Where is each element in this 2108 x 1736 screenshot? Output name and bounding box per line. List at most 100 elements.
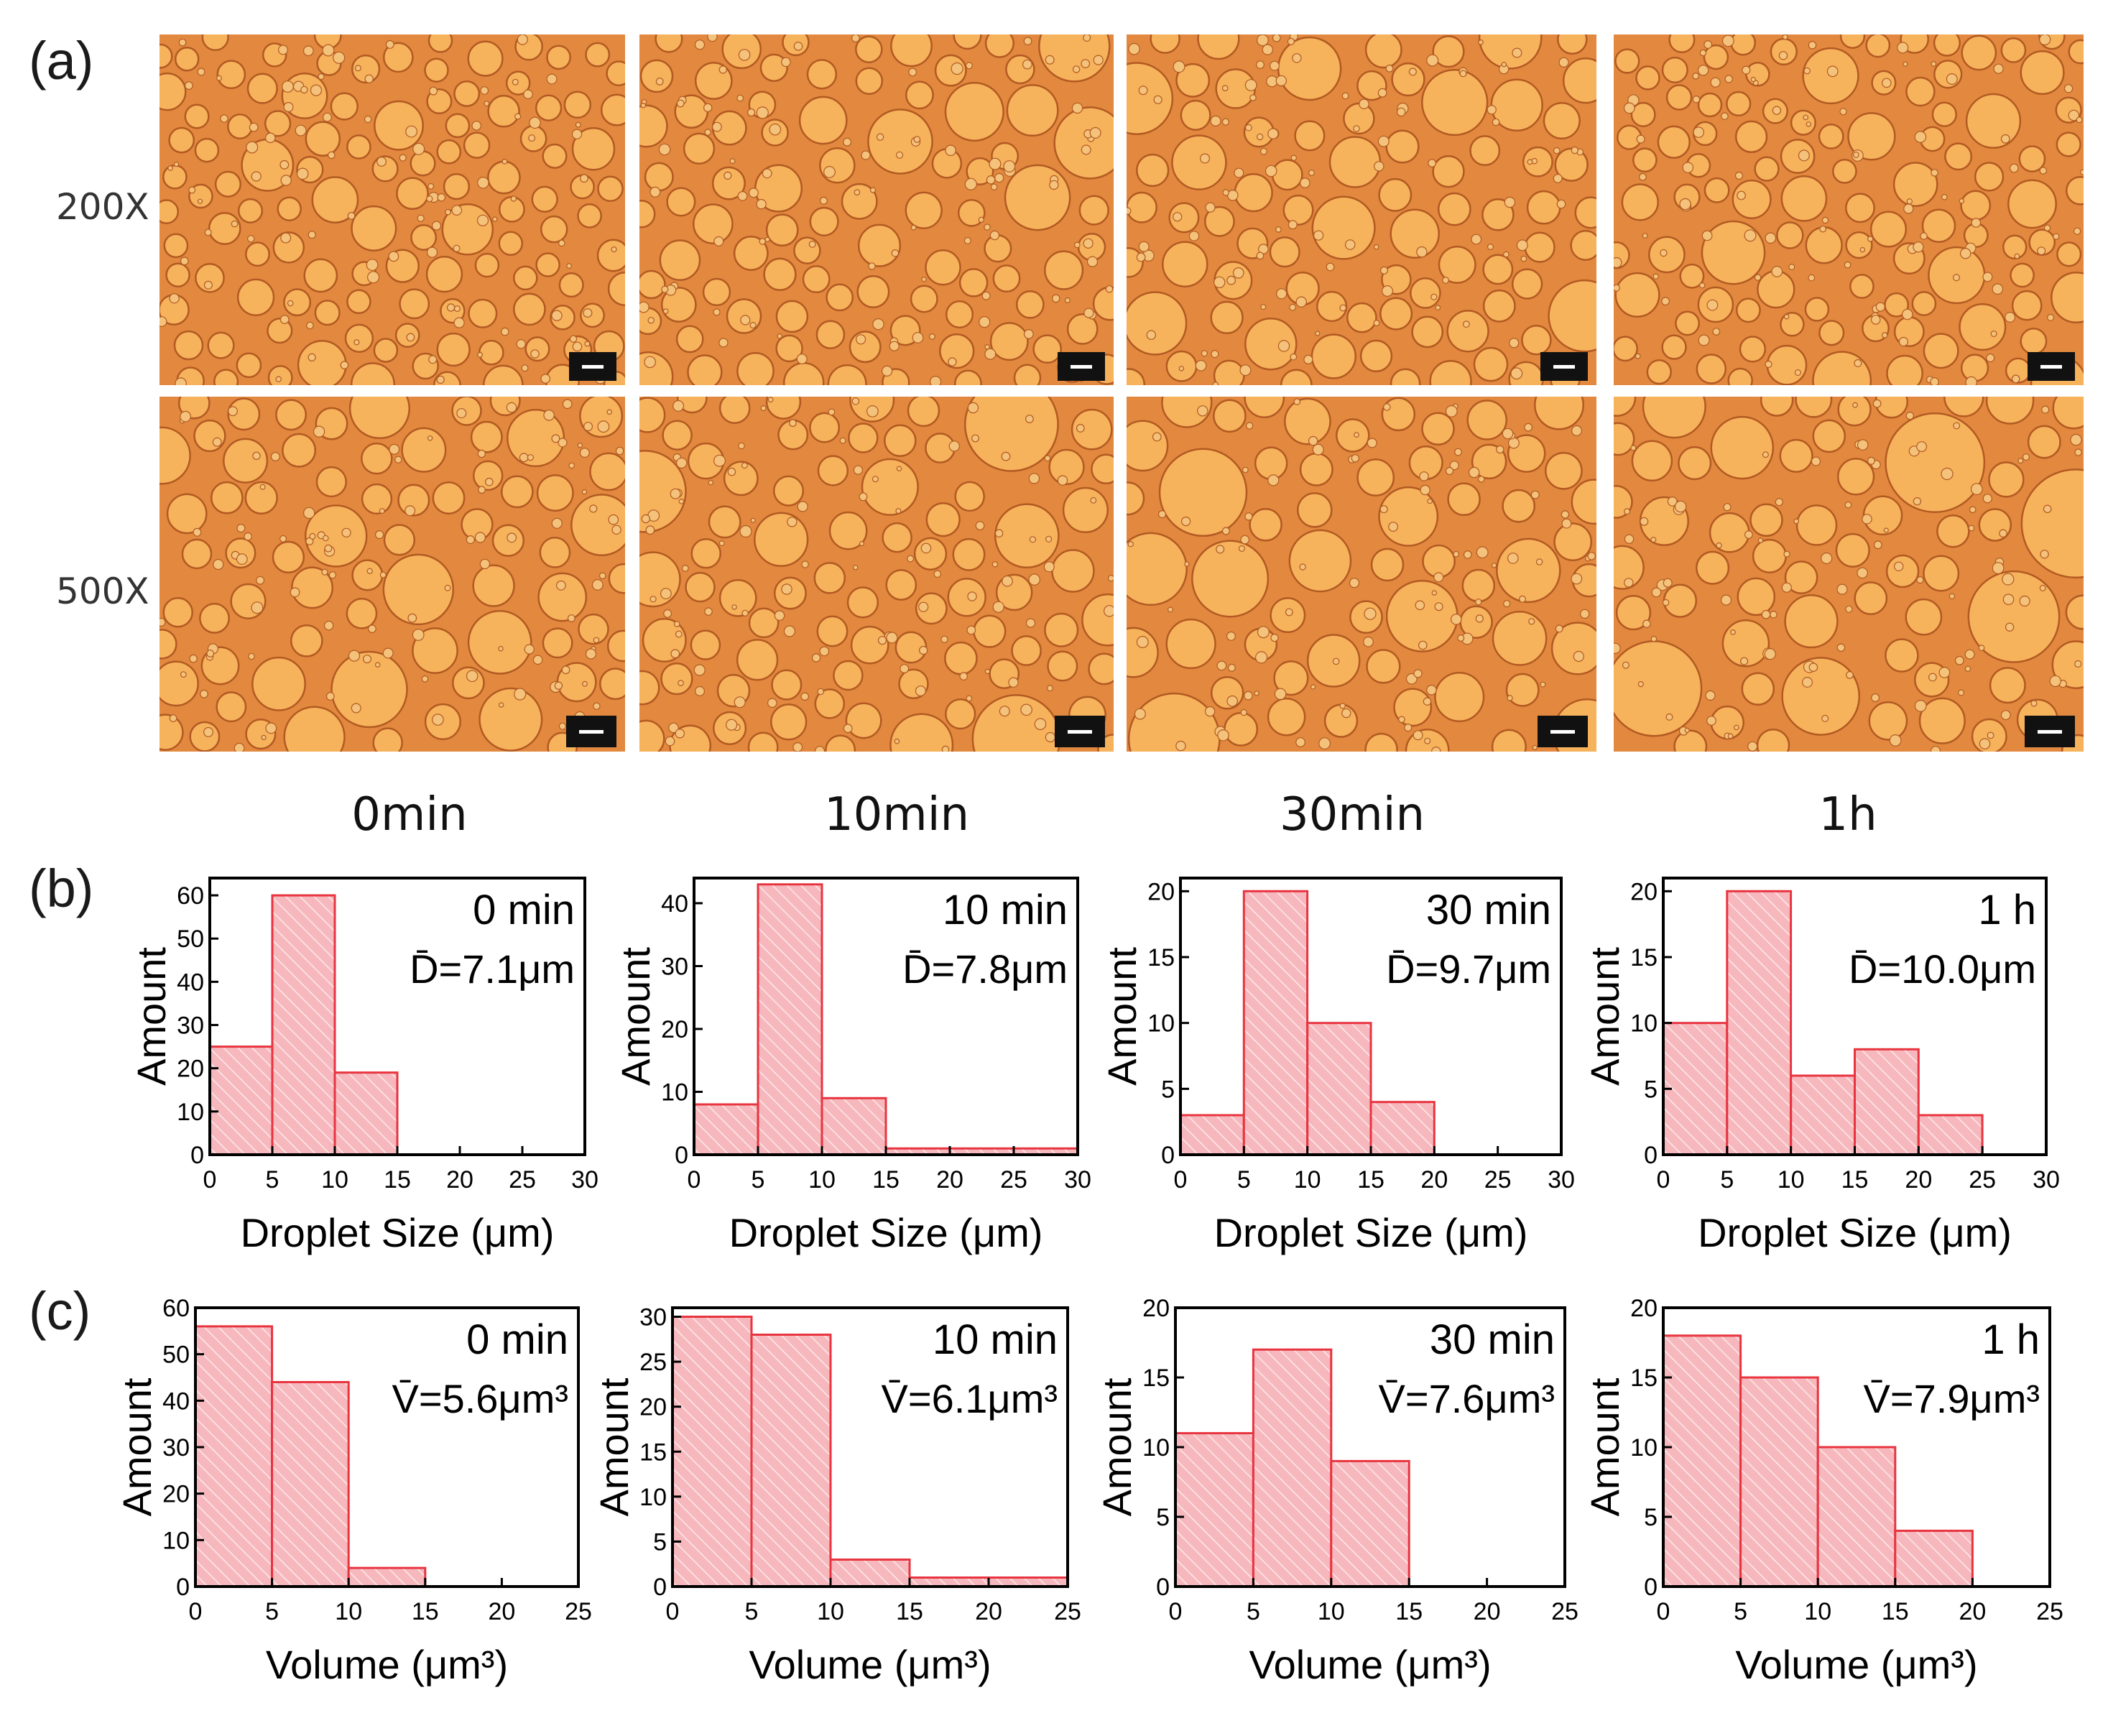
small-droplet	[2043, 224, 2051, 231]
small-droplet	[180, 257, 189, 266]
small-droplet	[300, 86, 308, 94]
droplet	[957, 198, 986, 227]
histogram-bar	[1306, 1022, 1372, 1156]
x-tick-label: 5	[752, 1166, 765, 1194]
droplet	[690, 629, 721, 660]
small-droplet	[1313, 230, 1324, 241]
histogram-c-1h: 0 5 10 15 20 25 0 5 10 15 20 1 h V̄=7.9μm³ Volume (μm…	[1582, 1295, 2063, 1687]
y-axis-title: Amount	[1582, 1377, 1627, 1516]
small-droplet	[585, 648, 597, 660]
small-droplet	[855, 334, 866, 345]
droplet	[426, 88, 453, 115]
small-droplet	[910, 224, 917, 231]
droplet	[213, 369, 239, 385]
micrograph-200x-30min	[1127, 34, 1596, 385]
small-droplet	[498, 646, 504, 652]
small-droplet	[876, 133, 884, 141]
micrograph-200x-10min	[639, 34, 1114, 385]
droplet	[889, 713, 954, 752]
small-droplet	[445, 208, 451, 216]
histogram-bar	[693, 1103, 759, 1156]
scale-bar-line	[1553, 365, 1575, 369]
small-droplet	[655, 77, 664, 86]
small-droplet	[738, 49, 751, 61]
small-droplet	[1993, 63, 2004, 74]
droplet	[1849, 274, 1874, 299]
small-droplet	[1946, 73, 1958, 85]
droplet	[246, 73, 278, 104]
droplet	[857, 223, 902, 267]
droplet	[1845, 231, 1873, 259]
histogram-bar	[757, 883, 823, 1156]
small-droplet	[296, 167, 309, 180]
droplet	[939, 333, 975, 369]
small-droplet	[1308, 170, 1315, 176]
droplet	[214, 170, 241, 198]
small-droplet	[647, 317, 655, 324]
small-droplet	[1903, 61, 1908, 67]
small-droplet	[160, 316, 167, 327]
small-droplet	[256, 576, 265, 585]
chart-mean-label: V̄=7.6μm³	[1379, 1376, 1555, 1421]
small-droplet	[283, 102, 294, 113]
small-droplet	[516, 339, 526, 349]
histogram-bar	[347, 1566, 427, 1588]
y-tick-label: 40	[661, 890, 688, 918]
small-droplet	[1127, 207, 1132, 215]
small-droplet	[427, 435, 433, 441]
small-droplet	[575, 121, 581, 128]
small-droplet	[388, 251, 399, 262]
small-droplet	[639, 301, 649, 313]
small-droplet	[984, 343, 990, 350]
small-droplet	[1706, 299, 1719, 311]
droplet	[1869, 211, 1908, 248]
droplet	[1168, 202, 1200, 234]
small-droplet	[1459, 70, 1467, 78]
small-droplet	[593, 702, 601, 710]
small-droplet	[290, 587, 300, 598]
histogram-b-1h: 0 5 10 15 20 25 30 0 5 10 15 20 1 h D̄=10.0μm Droplet …	[1582, 877, 2060, 1255]
x-tick-label: 30	[1548, 1166, 1575, 1194]
droplet	[470, 420, 503, 453]
small-droplet	[869, 187, 877, 193]
droplet	[160, 714, 184, 751]
small-droplet	[1867, 236, 1874, 242]
small-droplet	[562, 399, 573, 410]
small-droplet	[2014, 253, 2020, 259]
small-droplet	[1854, 359, 1862, 367]
droplet	[304, 504, 368, 568]
small-droplet	[1173, 212, 1183, 222]
small-droplet	[1267, 128, 1279, 139]
x-tick-label: 25	[1054, 1598, 1081, 1625]
small-droplet	[589, 504, 598, 513]
histogram-bar	[1174, 1432, 1254, 1588]
small-droplet	[593, 637, 600, 644]
small-droplet	[2039, 167, 2048, 175]
small-droplet	[510, 195, 517, 202]
small-droplet	[484, 477, 494, 486]
droplet	[168, 126, 195, 154]
small-droplet	[1660, 249, 1668, 257]
droplet	[1727, 367, 1753, 385]
small-droplet	[1426, 54, 1439, 67]
small-droplet	[1471, 234, 1482, 245]
y-tick-label: 5	[1156, 1504, 1170, 1531]
droplet	[1478, 34, 1543, 70]
small-droplet	[611, 246, 617, 253]
droplet	[966, 157, 994, 185]
small-droplet	[200, 689, 208, 698]
small-droplet	[1373, 244, 1379, 250]
droplet	[236, 278, 275, 316]
small-droplet	[1341, 92, 1349, 100]
histogram-b-30min: 0 5 10 15 20 25 30 0 5 10 15 20 30 min D̄=9.7μm Drople…	[1099, 877, 1575, 1255]
droplet	[910, 285, 938, 313]
droplet	[315, 466, 347, 498]
droplet	[1679, 263, 1705, 289]
scale-bar-line	[579, 730, 604, 734]
droplet	[1180, 99, 1211, 131]
small-droplet	[474, 532, 486, 543]
small-droplet	[374, 662, 381, 668]
small-droplet	[851, 34, 860, 42]
small-droplet	[561, 665, 570, 675]
chart-mean-label: V̄=6.1μm³	[882, 1376, 1058, 1421]
